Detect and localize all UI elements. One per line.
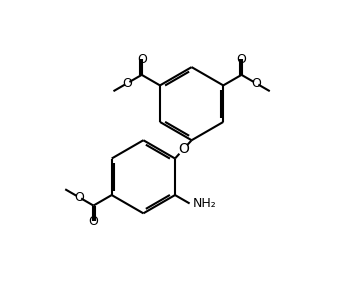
Text: O: O bbox=[88, 215, 98, 228]
Text: O: O bbox=[74, 191, 84, 204]
Text: O: O bbox=[122, 77, 132, 90]
Text: O: O bbox=[137, 52, 147, 66]
Text: O: O bbox=[236, 52, 246, 66]
Text: O: O bbox=[178, 142, 189, 156]
Text: NH₂: NH₂ bbox=[193, 197, 216, 210]
Text: O: O bbox=[251, 77, 261, 90]
